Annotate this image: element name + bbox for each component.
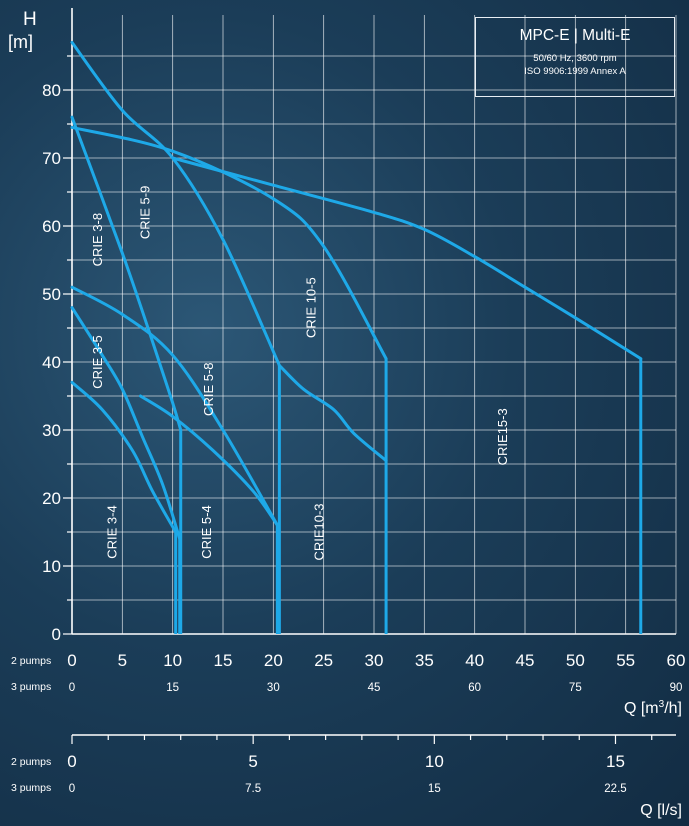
curve-label-crie-5-4: CRIE 5-4: [199, 505, 214, 558]
chart-info-box: MPC-E | Multi-E 50/60 Hz, 3600 rpm ISO 9…: [475, 17, 675, 97]
curve-label-crie15-3: CRIE15-3: [495, 408, 510, 465]
curve-label-crie-5-9: CRIE 5-9: [138, 186, 153, 239]
x2-axis-title: Q [l/s]: [640, 802, 682, 819]
curve-label-crie-3-8: CRIE 3-8: [90, 213, 105, 266]
y-axis-unit: [m]: [8, 32, 33, 52]
grid-lines: [72, 15, 677, 634]
x-tick-label-2pumps: 35: [415, 651, 434, 670]
x-tick-label-2pumps: 45: [516, 651, 535, 670]
x-tick-label-3pumps: 75: [569, 682, 582, 694]
secondary-tick-label-2pumps: 0: [67, 752, 76, 771]
x-tick-label-3pumps: 0: [69, 682, 75, 694]
curves: [70, 40, 643, 634]
y-tick-label: 50: [42, 285, 61, 304]
curve-crie-5-8: [70, 285, 279, 527]
x-tick-label-2pumps: 40: [465, 651, 484, 670]
x-tick-label-2pumps: 30: [365, 651, 384, 670]
curve-crie-5-9: [70, 40, 281, 367]
curve-crie10-3: [277, 363, 388, 463]
x-tick-label-2pumps: 10: [163, 651, 182, 670]
x-tick-label-3pumps: 60: [468, 682, 481, 694]
x-tick-label-2pumps: 0: [67, 651, 76, 670]
info-title: MPC-E | Multi-E: [519, 27, 631, 44]
curve-label-crie-3-4: CRIE 3-4: [104, 505, 119, 558]
y-tick-label: 80: [42, 81, 61, 100]
secondary-tick-label-3pumps: 7.5: [245, 783, 261, 795]
x-tick-label-3pumps: 30: [267, 682, 280, 694]
curve-label-crie-10-5: CRIE 10-5: [304, 277, 319, 338]
secondary-tick-label-3pumps: 0: [69, 783, 75, 795]
axes: [63, 8, 676, 744]
y-tick-label: 20: [42, 489, 61, 508]
x-tick-label-2pumps: 55: [616, 651, 635, 670]
secondary-tick-label-2pumps: 5: [248, 752, 257, 771]
x-tick-label-3pumps: 15: [166, 682, 179, 694]
y-tick-label: 40: [42, 353, 61, 372]
row-label-2pumps-secondary: 2 pumps: [11, 756, 51, 768]
curve-label-crie10-3: CRIE10-3: [312, 503, 327, 560]
x-tick-label-2pumps: 50: [566, 651, 585, 670]
x-tick-label-2pumps: 5: [118, 651, 127, 670]
info-standard: ISO 9906:1999 Annex A: [524, 66, 626, 77]
curve-label-crie-5-8: CRIE 5-8: [201, 362, 216, 415]
x-axis-title: Q [m3/h]: [624, 699, 682, 717]
y-tick-label: 0: [52, 625, 61, 644]
curve-crie-3-5: [70, 306, 182, 541]
y-tick-label: 30: [42, 421, 61, 440]
row-label-3pumps: 3 pumps: [11, 681, 51, 693]
x-tick-label-2pumps: 60: [667, 651, 686, 670]
curve-crie-3-4: [70, 380, 178, 534]
x-tick-label-3pumps: 90: [670, 682, 683, 694]
row-label-2pumps: 2 pumps: [11, 655, 51, 667]
curve-labels: CRIE 3-8 CRIE 3-5 CRIE 3-4 CRIE 5-9 CRIE 5-8…: [90, 186, 510, 561]
x-tick-label-2pumps: 20: [264, 651, 283, 670]
secondary-tick-label-3pumps: 22.5: [604, 783, 626, 795]
curve-crie15-3: [171, 156, 643, 361]
curve-crie-5-4: [138, 394, 279, 527]
secondary-tick-label-2pumps: 10: [425, 752, 444, 771]
curve-label-crie-3-5: CRIE 3-5: [90, 335, 105, 388]
row-label-3pumps-secondary: 3 pumps: [11, 782, 51, 794]
x-tick-label-2pumps: 25: [314, 651, 333, 670]
y-tick-label: 10: [42, 557, 61, 576]
secondary-tick-label-2pumps: 15: [606, 752, 625, 771]
y-tick-label: 60: [42, 217, 61, 236]
x-tick-label-2pumps: 15: [214, 651, 233, 670]
x-tick-label-3pumps: 45: [368, 682, 381, 694]
curve-crie-10-5: [70, 125, 388, 361]
y-tick-label: 70: [42, 149, 61, 168]
secondary-tick-label-3pumps: 15: [428, 783, 441, 795]
info-frequency-speed: 50/60 Hz, 3600 rpm: [533, 53, 617, 64]
curve-crie-3-8: [70, 115, 183, 432]
y-axis-symbol: H: [23, 9, 37, 30]
